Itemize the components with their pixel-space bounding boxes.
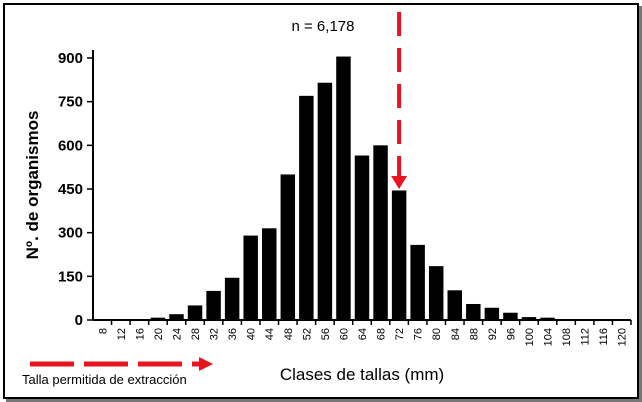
bar-60 bbox=[336, 56, 351, 320]
y-tick-label-300: 300 bbox=[58, 225, 83, 242]
bar-68 bbox=[373, 145, 388, 320]
bar-80 bbox=[428, 266, 444, 320]
x-tick-label-52: 52 bbox=[301, 328, 313, 340]
x-tick-label-96: 96 bbox=[505, 328, 517, 340]
bar-44 bbox=[262, 228, 277, 320]
bar-84 bbox=[447, 290, 462, 320]
bar-24 bbox=[169, 314, 184, 320]
legend-label: Talla permitida de extracción bbox=[22, 372, 187, 387]
x-tick-label-84: 84 bbox=[450, 328, 462, 340]
bar-64 bbox=[354, 155, 370, 320]
x-tick-label-68: 68 bbox=[376, 328, 388, 340]
bar-56 bbox=[317, 82, 333, 321]
bar-20 bbox=[150, 317, 166, 320]
bar-48 bbox=[280, 174, 296, 320]
x-tick-label-112: 112 bbox=[580, 328, 592, 346]
x-tick-label-116: 116 bbox=[598, 328, 610, 346]
bar-40 bbox=[243, 235, 258, 320]
x-tick-label-36: 36 bbox=[227, 328, 239, 340]
x-axis-title: Clases de tallas (mm) bbox=[280, 365, 444, 384]
y-tick-label-450: 450 bbox=[58, 181, 83, 198]
x-tick-label-64: 64 bbox=[357, 328, 369, 340]
bar-76 bbox=[410, 244, 425, 320]
x-tick-label-40: 40 bbox=[246, 328, 258, 340]
x-tick-label-104: 104 bbox=[543, 328, 555, 346]
bar-32 bbox=[206, 290, 221, 320]
bar-52 bbox=[299, 95, 314, 320]
x-tick-label-80: 80 bbox=[431, 328, 443, 340]
bar-88 bbox=[466, 303, 481, 320]
bar-92 bbox=[484, 307, 500, 320]
x-tick-label-44: 44 bbox=[264, 328, 276, 340]
bar-96 bbox=[503, 312, 518, 320]
y-tick-label-150: 150 bbox=[58, 268, 83, 285]
y-tick-label-600: 600 bbox=[58, 137, 83, 154]
y-tick-label-750: 750 bbox=[58, 94, 83, 111]
bar-28 bbox=[187, 305, 203, 320]
x-tick-label-108: 108 bbox=[561, 328, 573, 346]
x-tick-label-100: 100 bbox=[524, 328, 536, 346]
bar-36 bbox=[224, 277, 240, 320]
x-tick-label-88: 88 bbox=[468, 328, 480, 340]
x-tick-label-28: 28 bbox=[190, 328, 202, 340]
bar-100 bbox=[521, 317, 537, 320]
x-tick-label-76: 76 bbox=[413, 328, 425, 340]
y-tick-label-0: 0 bbox=[75, 312, 83, 329]
x-tick-label-60: 60 bbox=[338, 328, 350, 340]
x-tick-label-92: 92 bbox=[487, 328, 499, 340]
x-tick-label-48: 48 bbox=[283, 328, 295, 340]
x-tick-label-16: 16 bbox=[134, 328, 146, 340]
bar-104 bbox=[540, 317, 555, 320]
bar-72 bbox=[391, 190, 407, 320]
y-axis-title: Nº. de organismos bbox=[23, 111, 42, 260]
x-tick-label-8: 8 bbox=[97, 328, 109, 334]
sample-size-annotation: n = 6,178 bbox=[292, 18, 355, 35]
x-tick-label-32: 32 bbox=[209, 328, 221, 340]
x-tick-label-24: 24 bbox=[171, 328, 183, 340]
x-tick-label-56: 56 bbox=[320, 328, 332, 340]
y-tick-label-900: 900 bbox=[58, 50, 83, 67]
x-tick-label-20: 20 bbox=[153, 328, 165, 340]
x-tick-label-12: 12 bbox=[116, 328, 128, 340]
x-tick-label-120: 120 bbox=[617, 328, 629, 346]
annotation-arrow-head bbox=[391, 176, 408, 189]
legend-arrow-head bbox=[199, 357, 213, 371]
x-tick-label-72: 72 bbox=[394, 328, 406, 340]
